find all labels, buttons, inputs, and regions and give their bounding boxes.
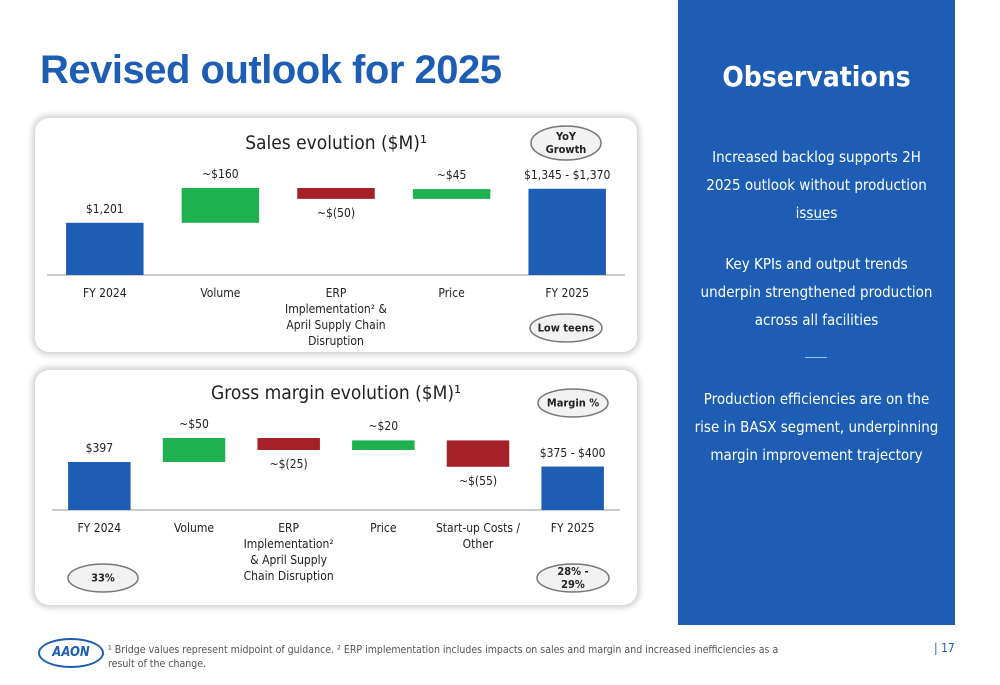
bar <box>352 440 415 450</box>
value-label: ~$50 <box>179 417 209 431</box>
observation: Production efficiencies are on the rise … <box>694 390 939 464</box>
bar <box>66 222 144 275</box>
x-tick-label: FY 2025 <box>550 521 595 535</box>
badge <box>530 125 602 161</box>
page-number: | 17 <box>934 641 955 655</box>
footnote: ¹ Bridge values represent midpoint of gu… <box>108 644 779 670</box>
divider <box>805 219 827 220</box>
x-tick-label: ERP Implementation² & April Supply Chain… <box>285 286 387 348</box>
x-tick-label: FY 2024 <box>77 521 122 535</box>
x-tick-label: Start-up Costs / Other <box>435 521 521 551</box>
x-tick-label: ERP Implementation² & April Supply Chain… <box>243 521 334 583</box>
value-label: $1,201 <box>85 201 124 216</box>
x-tick-label: Price <box>370 521 397 535</box>
observations-heading: Observations <box>722 60 911 93</box>
bar <box>297 188 375 199</box>
bar <box>68 462 131 510</box>
observations-panel: Observations Increased backlog supports … <box>678 0 955 625</box>
value-label: ~$(25) <box>269 457 308 471</box>
badge <box>537 388 609 418</box>
x-tick-label: Volume <box>200 286 241 300</box>
badge <box>529 313 603 343</box>
bar <box>412 189 491 199</box>
bar <box>181 188 260 223</box>
bar <box>541 466 604 510</box>
badge-label: 28% - 29% <box>557 565 589 591</box>
bar <box>257 438 320 450</box>
bar <box>162 438 226 462</box>
x-tick-label: FY 2024 <box>82 286 127 300</box>
value-label: ~$(55) <box>458 473 498 488</box>
value-label: $397 <box>85 441 114 455</box>
bar <box>446 440 510 467</box>
chart-card <box>35 370 637 605</box>
badge-label: Margin % <box>546 396 600 410</box>
value-label: ~$20 <box>368 419 399 434</box>
x-tick-label: Price <box>438 286 465 300</box>
observation: Key KPIs and output trends underpin stre… <box>700 255 933 329</box>
value-label: ~$45 <box>436 168 467 183</box>
slide-title: Revised outlook for 2025 <box>40 48 502 92</box>
badge-label: 33% <box>91 571 115 585</box>
badge-label: Low teens <box>537 321 595 335</box>
value-label: $375 - $400 <box>539 445 606 460</box>
observation: Increased backlog supports 2H 2025 outlo… <box>706 148 927 222</box>
x-tick-label: FY 2025 <box>545 286 590 300</box>
badge <box>536 563 610 593</box>
x-tick-label: Volume <box>173 521 215 535</box>
value-label: $1,345 - $1,370 <box>524 167 611 182</box>
badge <box>67 563 139 593</box>
value-label: ~$160 <box>202 167 239 181</box>
divider <box>805 357 827 358</box>
value-label: ~$(50) <box>316 205 356 220</box>
chart-title: Sales evolution ($M)¹ <box>245 132 427 154</box>
bar <box>528 188 606 275</box>
badge-label: YoY Growth <box>545 130 587 156</box>
logo: AAON <box>38 638 104 668</box>
chart-title: Gross margin evolution ($M)¹ <box>211 382 461 404</box>
